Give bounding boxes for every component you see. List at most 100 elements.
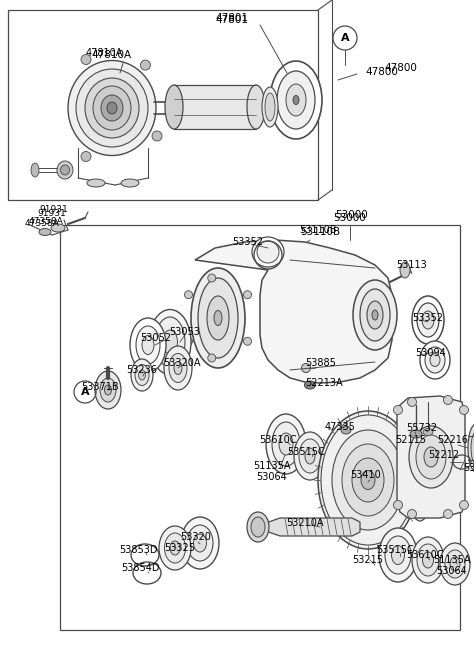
Text: 53320A: 53320A — [163, 358, 201, 368]
Ellipse shape — [169, 353, 187, 382]
Text: A: A — [341, 33, 349, 43]
Ellipse shape — [244, 337, 252, 345]
Ellipse shape — [142, 336, 154, 355]
Text: 52213A: 52213A — [305, 378, 343, 388]
Text: 53000: 53000 — [334, 213, 366, 223]
Ellipse shape — [294, 432, 326, 480]
Text: 53052: 53052 — [140, 333, 172, 343]
Ellipse shape — [430, 353, 440, 366]
Text: 53352: 53352 — [233, 237, 264, 247]
Ellipse shape — [266, 414, 306, 474]
Text: 91931: 91931 — [40, 206, 68, 215]
Ellipse shape — [131, 359, 153, 391]
Text: 53000: 53000 — [336, 210, 368, 220]
Ellipse shape — [81, 151, 91, 162]
Ellipse shape — [247, 512, 269, 542]
Ellipse shape — [184, 291, 192, 299]
Text: 52216: 52216 — [438, 435, 468, 445]
Bar — [8, 10, 318, 200]
Ellipse shape — [424, 447, 438, 467]
Text: 47801: 47801 — [216, 13, 248, 23]
Ellipse shape — [422, 311, 434, 329]
Ellipse shape — [352, 458, 384, 502]
Ellipse shape — [85, 78, 139, 138]
Ellipse shape — [342, 444, 394, 516]
Text: 53853D: 53853D — [119, 545, 157, 555]
Ellipse shape — [279, 433, 293, 455]
Ellipse shape — [459, 501, 468, 509]
Ellipse shape — [81, 54, 91, 65]
Ellipse shape — [207, 296, 229, 340]
Text: 53064: 53064 — [437, 566, 467, 576]
Ellipse shape — [301, 364, 310, 373]
Ellipse shape — [191, 268, 245, 368]
Bar — [174, 85, 256, 129]
Text: 53515C: 53515C — [376, 545, 414, 555]
Ellipse shape — [409, 426, 453, 488]
Ellipse shape — [444, 395, 453, 404]
Ellipse shape — [408, 397, 417, 406]
Ellipse shape — [353, 280, 397, 350]
Ellipse shape — [57, 161, 73, 179]
Text: 52115: 52115 — [395, 435, 427, 445]
Text: 53110B: 53110B — [299, 225, 337, 235]
Ellipse shape — [152, 131, 162, 141]
Text: 53215: 53215 — [353, 555, 383, 565]
Ellipse shape — [68, 61, 156, 155]
Text: 47810A: 47810A — [85, 48, 123, 58]
Ellipse shape — [372, 310, 378, 320]
Ellipse shape — [417, 544, 439, 576]
Ellipse shape — [140, 60, 150, 70]
Text: 53053: 53053 — [170, 327, 201, 337]
Ellipse shape — [95, 371, 121, 409]
Text: 53352: 53352 — [412, 313, 443, 323]
Text: 53515C: 53515C — [287, 447, 325, 457]
Ellipse shape — [87, 179, 105, 187]
Ellipse shape — [423, 428, 433, 435]
Ellipse shape — [392, 545, 404, 564]
Ellipse shape — [181, 517, 219, 569]
Text: 53325: 53325 — [164, 543, 195, 553]
Text: 53854D: 53854D — [121, 563, 159, 573]
Polygon shape — [260, 518, 360, 536]
Ellipse shape — [393, 406, 402, 415]
Text: 47801: 47801 — [216, 15, 248, 25]
Text: 47358A: 47358A — [25, 219, 59, 228]
Ellipse shape — [214, 311, 222, 325]
Bar — [60, 225, 460, 630]
Ellipse shape — [408, 509, 417, 518]
Ellipse shape — [104, 385, 111, 395]
Text: 55732: 55732 — [406, 423, 438, 433]
Text: 53094: 53094 — [415, 348, 446, 358]
Ellipse shape — [165, 85, 183, 129]
Ellipse shape — [412, 537, 444, 583]
Text: 53610C: 53610C — [259, 435, 297, 445]
Ellipse shape — [304, 381, 316, 389]
Ellipse shape — [400, 262, 410, 278]
Text: 47800: 47800 — [384, 63, 417, 73]
Ellipse shape — [420, 341, 450, 379]
Ellipse shape — [440, 543, 470, 585]
Ellipse shape — [247, 85, 265, 129]
Text: A: A — [81, 387, 89, 397]
Ellipse shape — [305, 448, 315, 464]
Ellipse shape — [138, 370, 146, 380]
Ellipse shape — [265, 93, 275, 121]
Ellipse shape — [163, 330, 177, 354]
Polygon shape — [195, 240, 392, 383]
Ellipse shape — [445, 550, 465, 578]
Ellipse shape — [39, 228, 51, 236]
Ellipse shape — [286, 84, 306, 116]
Polygon shape — [397, 396, 465, 518]
Ellipse shape — [252, 237, 284, 267]
Ellipse shape — [135, 364, 149, 386]
Text: 91931: 91931 — [37, 208, 66, 217]
Ellipse shape — [251, 517, 265, 537]
Ellipse shape — [407, 443, 433, 521]
Ellipse shape — [130, 318, 166, 372]
Ellipse shape — [272, 422, 300, 466]
Ellipse shape — [411, 454, 429, 510]
Text: 47810A: 47810A — [92, 50, 132, 60]
Ellipse shape — [184, 337, 192, 345]
Ellipse shape — [61, 165, 70, 175]
